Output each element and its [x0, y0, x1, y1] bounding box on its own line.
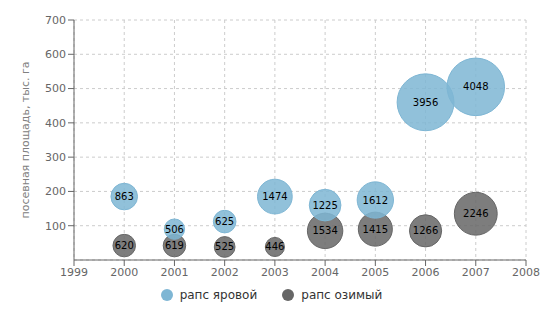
- svg-text:525: 525: [215, 241, 234, 252]
- svg-text:2004: 2004: [311, 266, 339, 279]
- svg-text:1266: 1266: [413, 225, 438, 236]
- svg-text:100: 100: [45, 220, 66, 233]
- svg-text:625: 625: [215, 216, 234, 227]
- svg-text:2003: 2003: [261, 266, 289, 279]
- svg-text:2005: 2005: [361, 266, 389, 279]
- svg-text:863: 863: [115, 191, 134, 202]
- svg-text:2246: 2246: [463, 208, 488, 219]
- svg-text:2008: 2008: [512, 266, 540, 279]
- svg-text:620: 620: [115, 240, 134, 251]
- svg-text:1225: 1225: [312, 200, 337, 211]
- svg-text:1474: 1474: [262, 191, 287, 202]
- svg-text:446: 446: [265, 241, 284, 252]
- svg-text:2000: 2000: [110, 266, 138, 279]
- svg-text:2007: 2007: [462, 266, 490, 279]
- svg-text:2002: 2002: [211, 266, 239, 279]
- html-text:рапс яровой: рапс яровой: [179, 288, 258, 302]
- svg-text:500: 500: [45, 82, 66, 95]
- svg-text:4048: 4048: [463, 81, 488, 92]
- svg-text:506: 506: [165, 224, 184, 235]
- html-text:рапс озимый: рапс озимый: [301, 288, 383, 302]
- svg-text:400: 400: [45, 117, 66, 130]
- svg-text:3956: 3956: [413, 97, 438, 108]
- svg-text:1534: 1534: [312, 225, 337, 236]
- svg-text:2006: 2006: [412, 266, 440, 279]
- svg-text:700: 700: [45, 14, 66, 27]
- svg-text:2001: 2001: [160, 266, 188, 279]
- svg-text:1612: 1612: [363, 195, 388, 206]
- svg-text:300: 300: [45, 151, 66, 164]
- svg-text:619: 619: [165, 240, 184, 251]
- svg-text:600: 600: [45, 48, 66, 61]
- svg-text:1415: 1415: [363, 224, 388, 235]
- svg-text:1999: 1999: [60, 266, 88, 279]
- svg-text:200: 200: [45, 185, 66, 198]
- svg-text:посевная площадь, тыс. га: посевная площадь, тыс. га: [19, 61, 32, 218]
